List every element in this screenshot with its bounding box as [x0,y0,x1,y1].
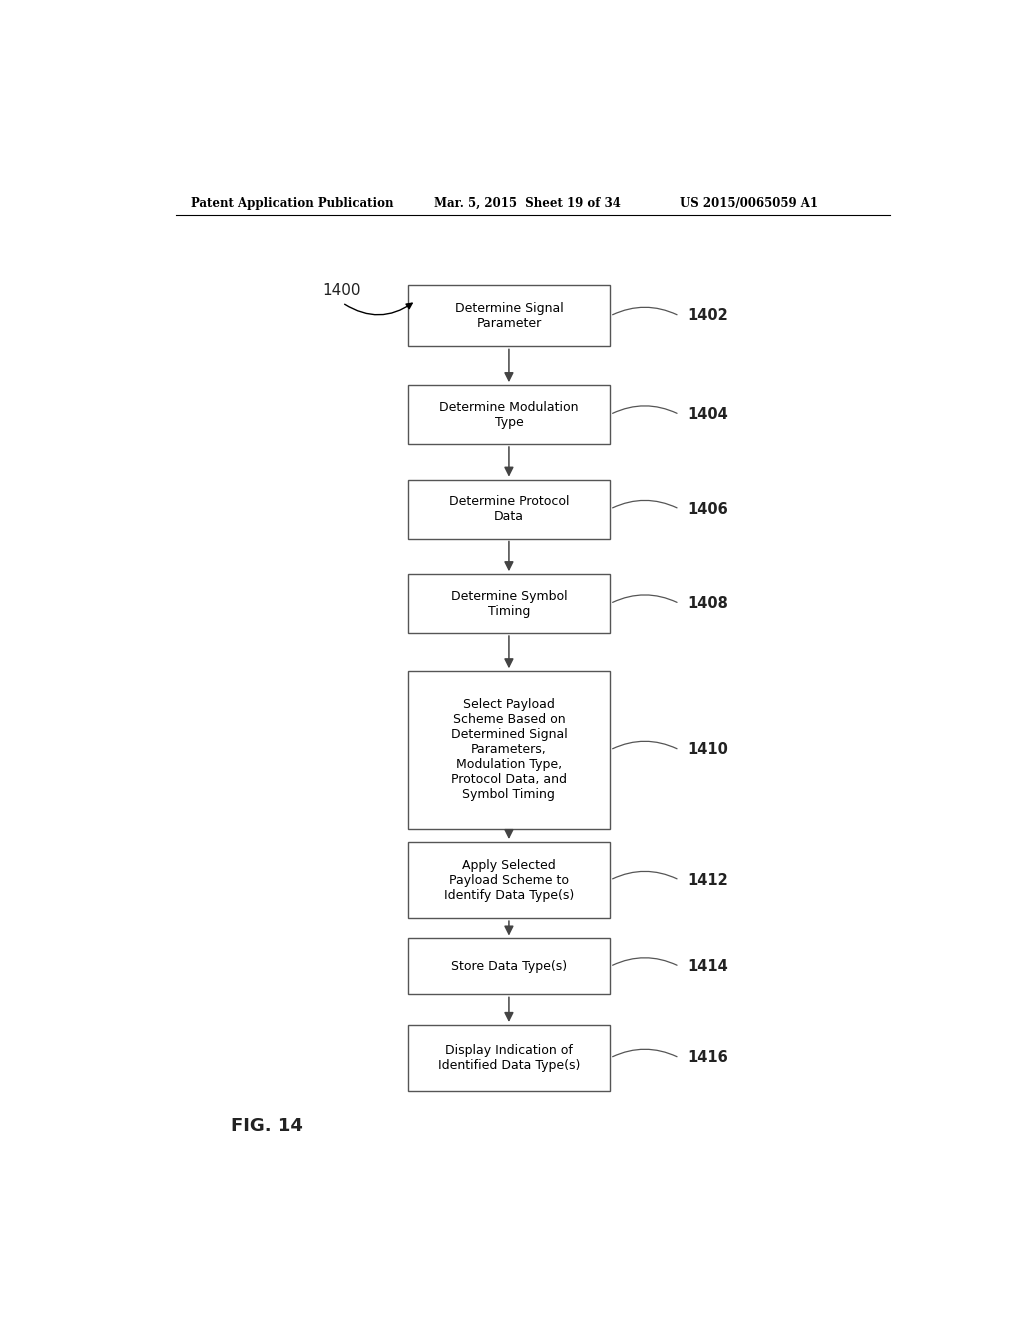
Text: 1412: 1412 [687,873,728,887]
Text: Determine Protocol
Data: Determine Protocol Data [449,495,569,523]
FancyBboxPatch shape [408,385,610,444]
Text: 1404: 1404 [687,407,728,422]
Text: 1402: 1402 [687,309,728,323]
FancyBboxPatch shape [408,671,610,829]
Text: Determine Symbol
Timing: Determine Symbol Timing [451,590,567,618]
Text: Determine Signal
Parameter: Determine Signal Parameter [455,302,563,330]
FancyBboxPatch shape [408,285,610,346]
Text: US 2015/0065059 A1: US 2015/0065059 A1 [680,197,817,210]
Text: Store Data Type(s): Store Data Type(s) [451,960,567,973]
FancyBboxPatch shape [408,939,610,994]
Text: Apply Selected
Payload Scheme to
Identify Data Type(s): Apply Selected Payload Scheme to Identif… [443,858,574,902]
Text: 1408: 1408 [687,597,728,611]
Text: Display Indication of
Identified Data Type(s): Display Indication of Identified Data Ty… [437,1044,581,1072]
FancyBboxPatch shape [408,574,610,634]
Text: 1406: 1406 [687,502,728,516]
Text: 1410: 1410 [687,742,728,758]
Text: Select Payload
Scheme Based on
Determined Signal
Parameters,
Modulation Type,
Pr: Select Payload Scheme Based on Determine… [451,698,567,801]
Text: 1414: 1414 [687,958,728,974]
FancyBboxPatch shape [408,1024,610,1090]
Text: 1416: 1416 [687,1051,728,1065]
Text: Patent Application Publication: Patent Application Publication [191,197,394,210]
FancyBboxPatch shape [408,479,610,539]
Text: Determine Modulation
Type: Determine Modulation Type [439,400,579,429]
Text: Mar. 5, 2015  Sheet 19 of 34: Mar. 5, 2015 Sheet 19 of 34 [433,197,621,210]
FancyBboxPatch shape [408,842,610,919]
Text: FIG. 14: FIG. 14 [231,1117,303,1135]
Text: 1400: 1400 [323,282,360,298]
